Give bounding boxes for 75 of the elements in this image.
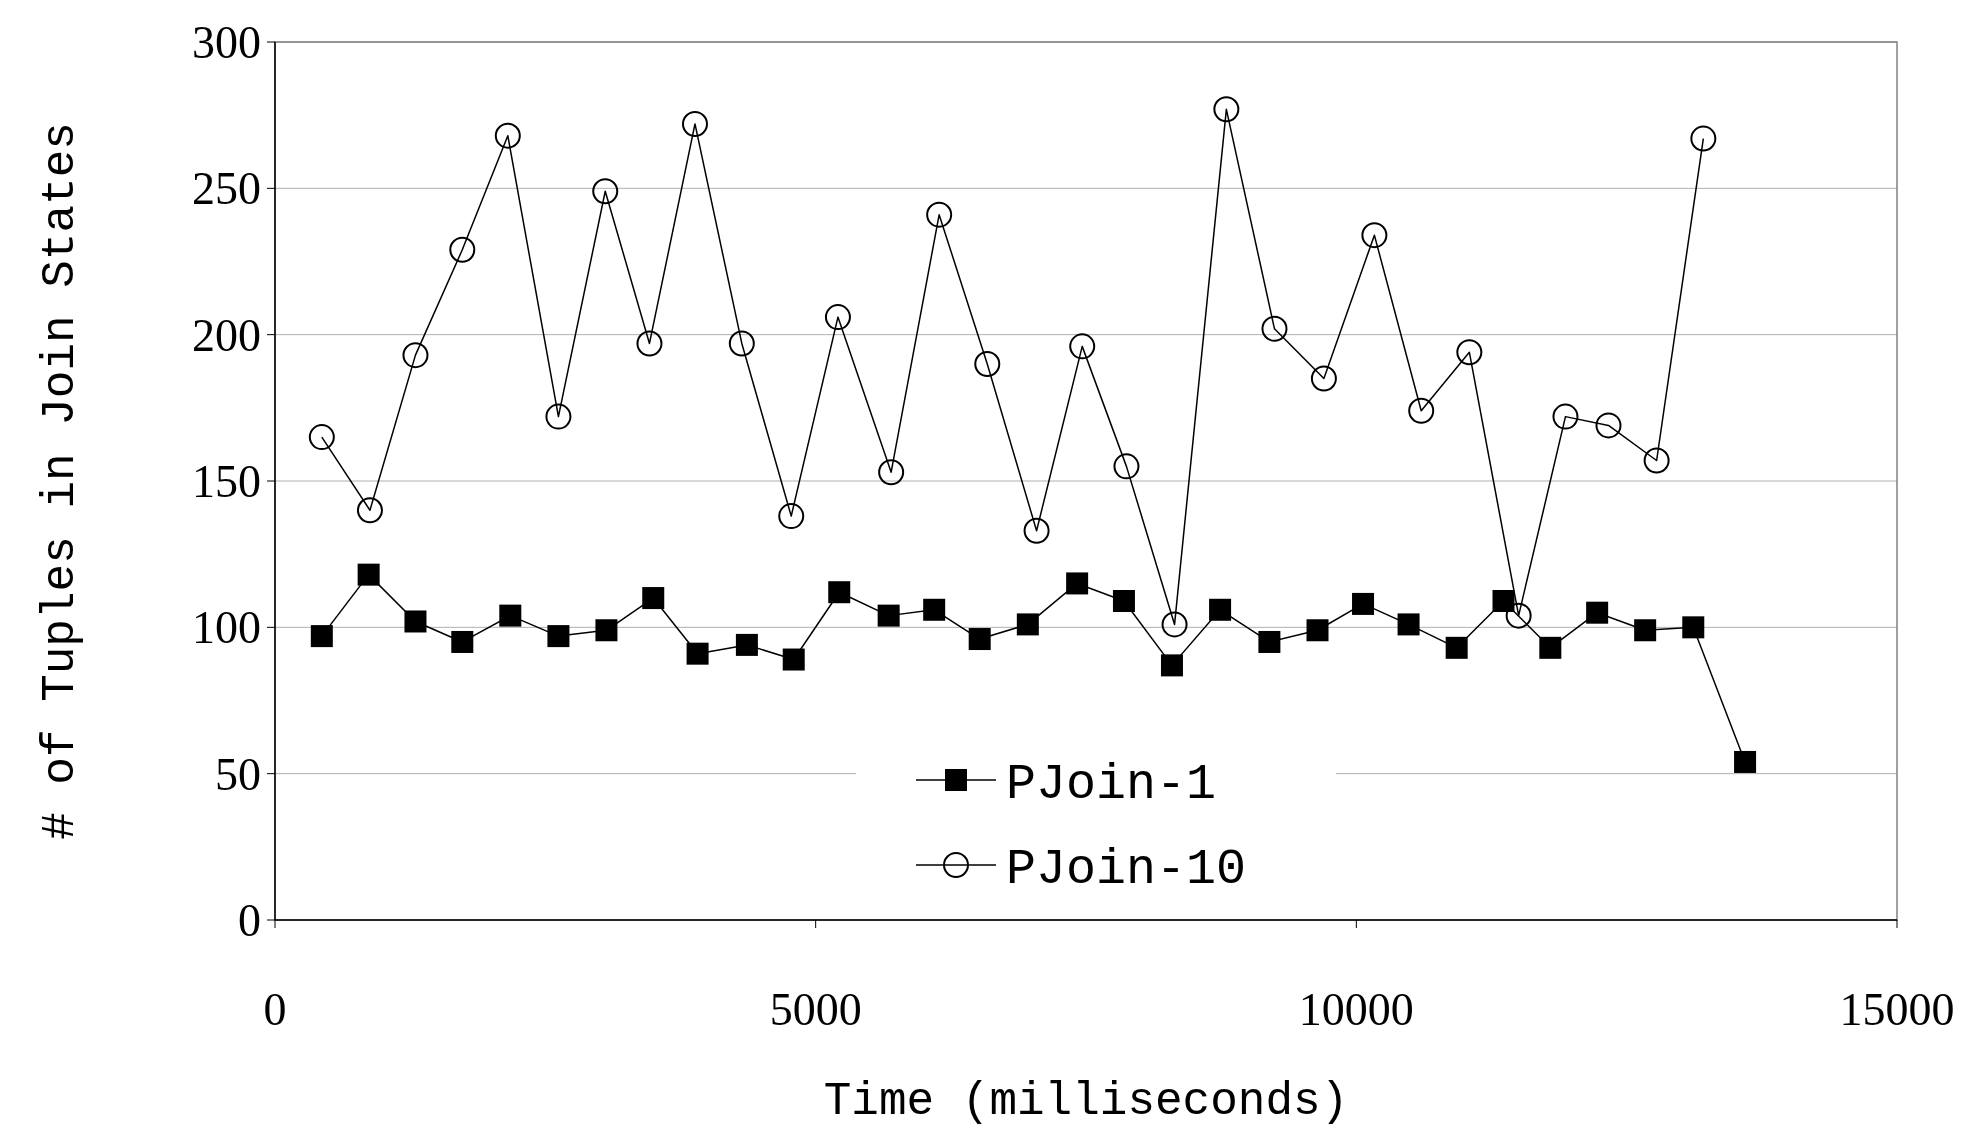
point [926,201,953,228]
point [310,625,333,648]
point [1161,611,1188,638]
y-tick-label: 200 [192,309,261,361]
point [1069,333,1096,360]
point [828,581,851,604]
point [494,122,521,149]
y-tick-label: 50 [215,748,261,800]
point [404,610,427,633]
point [1445,636,1468,659]
point [1016,613,1039,636]
point [1397,613,1420,636]
point [1258,630,1281,653]
x-tick-label: 5000 [769,984,862,1035]
point [636,330,663,357]
point [1586,601,1609,624]
y-tick-label: 150 [192,456,261,508]
y-axis-title: # of Tuples in Join States [35,122,87,840]
point [1352,592,1375,615]
point [592,178,619,205]
point [1213,96,1240,123]
point [735,633,758,656]
point [686,642,709,665]
x-tick-label: 15000 [1839,984,1955,1035]
point [681,110,708,137]
point [1539,636,1562,659]
point [728,330,755,357]
point [449,236,476,263]
point [1492,589,1515,612]
point [595,619,618,642]
legend-label: PJoin-10 [1006,840,1247,898]
point [824,304,851,331]
y-tick-label: 0 [238,895,261,947]
point [402,342,429,369]
point [1690,125,1717,152]
point [1310,365,1337,392]
point [308,424,335,451]
point [1209,598,1232,621]
y-tick-label: 300 [192,17,261,69]
point [1682,616,1705,639]
point [1023,517,1050,544]
point [1160,654,1183,677]
point [1734,750,1757,773]
y-tick-label: 100 [192,602,261,654]
point [1634,619,1657,642]
point [357,563,380,586]
x-axis-title: Time (milliseconds) [823,1076,1349,1128]
point [1643,447,1670,474]
point [642,587,665,610]
point [1552,403,1579,430]
point [1113,453,1140,480]
x-tick-label: 10000 [1298,984,1414,1035]
point [778,503,805,530]
point [1456,339,1483,366]
point [547,625,570,648]
point [1261,315,1288,342]
point [1595,412,1622,439]
point [782,648,805,671]
point [1112,589,1135,612]
point [968,628,991,651]
point [451,630,474,653]
point [1408,397,1435,424]
point [878,459,905,486]
point [1066,572,1089,595]
y-tick-label: 250 [192,163,261,215]
point [1505,602,1532,629]
point [1306,619,1329,642]
point [545,403,572,430]
point [356,497,383,524]
point [974,350,1001,377]
point [923,598,946,621]
point [499,604,522,627]
legend-label: PJoin-1 [1006,755,1217,813]
point [877,604,900,627]
point [1361,222,1388,249]
